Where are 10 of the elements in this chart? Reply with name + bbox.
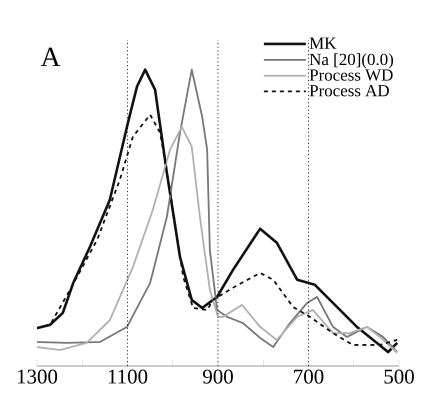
x-tick-label: 500 bbox=[384, 370, 414, 384]
chart-title: A bbox=[40, 48, 60, 66]
x-tick-label: 700 bbox=[294, 370, 324, 384]
legend-label: Process WD bbox=[310, 69, 393, 81]
legend-label: Process AD bbox=[310, 85, 389, 96]
x-tick-label: 1100 bbox=[108, 370, 148, 384]
legend-label: MK bbox=[310, 38, 336, 49]
x-tick-label: 900 bbox=[202, 370, 233, 384]
x-tick-label: 1300 bbox=[18, 370, 58, 384]
legend-label: Na [20](0.0) bbox=[310, 53, 394, 69]
